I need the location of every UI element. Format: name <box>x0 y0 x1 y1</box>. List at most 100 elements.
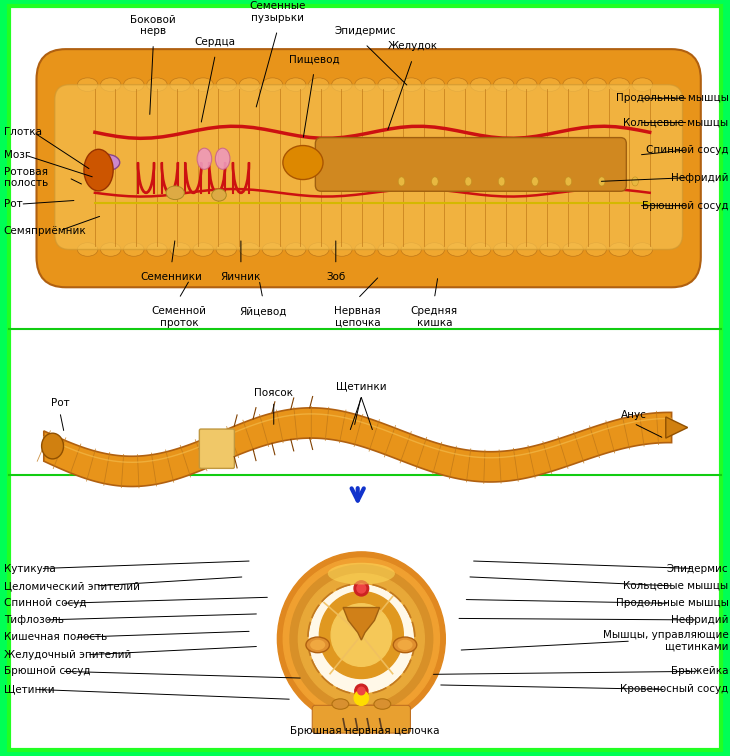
Circle shape <box>354 690 369 705</box>
Point <box>378 241 387 250</box>
Ellipse shape <box>42 433 64 459</box>
Ellipse shape <box>331 243 352 256</box>
Text: Желудок: Желудок <box>388 42 437 51</box>
Ellipse shape <box>517 78 537 91</box>
Point <box>255 241 264 250</box>
Circle shape <box>358 687 365 695</box>
Text: Щетинки: Щетинки <box>4 684 54 695</box>
Text: Целомический эпителий: Целомический эпителий <box>4 581 139 591</box>
Text: Кишечная полость: Кишечная полость <box>4 632 107 643</box>
FancyBboxPatch shape <box>55 85 683 249</box>
Ellipse shape <box>239 78 260 91</box>
FancyBboxPatch shape <box>9 6 721 750</box>
Ellipse shape <box>470 243 491 256</box>
Ellipse shape <box>355 78 375 91</box>
Point <box>419 241 428 250</box>
Point <box>645 241 654 250</box>
Point <box>419 85 428 94</box>
Point <box>625 241 634 250</box>
Point <box>481 241 490 250</box>
Text: Рот: Рот <box>4 199 23 209</box>
Ellipse shape <box>539 78 560 91</box>
Ellipse shape <box>285 78 306 91</box>
Point <box>317 85 326 94</box>
Point <box>337 85 346 94</box>
Text: Брюшной сосуд: Брюшной сосуд <box>642 200 729 211</box>
Ellipse shape <box>331 78 352 91</box>
Ellipse shape <box>397 640 412 650</box>
Polygon shape <box>343 608 380 640</box>
Point <box>173 241 182 250</box>
Ellipse shape <box>499 177 505 186</box>
Point <box>584 241 593 250</box>
Point <box>317 241 326 250</box>
Text: Продольные мышцы: Продольные мышцы <box>615 598 729 609</box>
Circle shape <box>290 565 433 713</box>
Text: Кутикула: Кутикула <box>4 563 55 574</box>
Ellipse shape <box>609 78 629 91</box>
Ellipse shape <box>77 78 98 91</box>
Point <box>275 241 284 250</box>
Text: Брюшная нервная цепочка: Брюшная нервная цепочка <box>291 726 439 736</box>
Ellipse shape <box>539 243 560 256</box>
Point <box>214 241 223 250</box>
Ellipse shape <box>212 189 226 201</box>
Ellipse shape <box>399 177 405 186</box>
Point <box>625 85 634 94</box>
Text: Зоб: Зоб <box>326 272 345 282</box>
Point <box>91 85 99 94</box>
Ellipse shape <box>166 186 184 200</box>
FancyBboxPatch shape <box>312 705 410 733</box>
Point <box>255 85 264 94</box>
Ellipse shape <box>328 562 395 584</box>
Point <box>131 241 140 250</box>
Ellipse shape <box>193 243 213 256</box>
Text: Рот: Рот <box>50 398 69 408</box>
Ellipse shape <box>493 78 514 91</box>
Point <box>234 85 243 94</box>
Point <box>234 241 243 250</box>
Text: Мышцы, управляющие
щетинками: Мышцы, управляющие щетинками <box>603 631 729 652</box>
Text: Щетинки: Щетинки <box>336 382 387 392</box>
Point <box>645 85 654 94</box>
Ellipse shape <box>632 243 653 256</box>
FancyArrowPatch shape <box>352 488 364 500</box>
Ellipse shape <box>401 243 421 256</box>
Ellipse shape <box>531 177 538 186</box>
Ellipse shape <box>193 78 213 91</box>
Text: Пищевод: Пищевод <box>288 54 339 64</box>
Ellipse shape <box>262 243 283 256</box>
Circle shape <box>299 574 424 704</box>
Point <box>111 241 120 250</box>
Point <box>399 241 407 250</box>
Ellipse shape <box>378 78 399 91</box>
Ellipse shape <box>493 243 514 256</box>
Point <box>481 85 490 94</box>
Ellipse shape <box>355 243 375 256</box>
Point <box>584 85 593 94</box>
Point <box>193 85 202 94</box>
Point <box>275 85 284 94</box>
Text: Нервная
цепочка: Нервная цепочка <box>334 306 381 328</box>
Ellipse shape <box>147 243 167 256</box>
Text: Брыжейка: Брыжейка <box>671 666 729 677</box>
Point <box>214 85 223 94</box>
Ellipse shape <box>170 78 191 91</box>
Text: Кольцевые мышцы: Кольцевые мышцы <box>623 117 729 128</box>
Point <box>399 85 407 94</box>
Text: Мозг: Мозг <box>4 150 30 160</box>
Point <box>296 241 304 250</box>
Ellipse shape <box>147 78 167 91</box>
Point <box>358 85 366 94</box>
Polygon shape <box>666 417 688 438</box>
Point <box>337 241 346 250</box>
Ellipse shape <box>239 243 260 256</box>
Point <box>91 241 99 250</box>
Point <box>152 85 161 94</box>
Ellipse shape <box>401 78 421 91</box>
Text: Кольцевые мышцы: Кольцевые мышцы <box>623 581 729 591</box>
Text: Средняя
кишка: Средняя кишка <box>411 306 458 328</box>
Text: Поясок: Поясок <box>254 388 293 398</box>
Ellipse shape <box>262 78 283 91</box>
Ellipse shape <box>310 640 326 650</box>
